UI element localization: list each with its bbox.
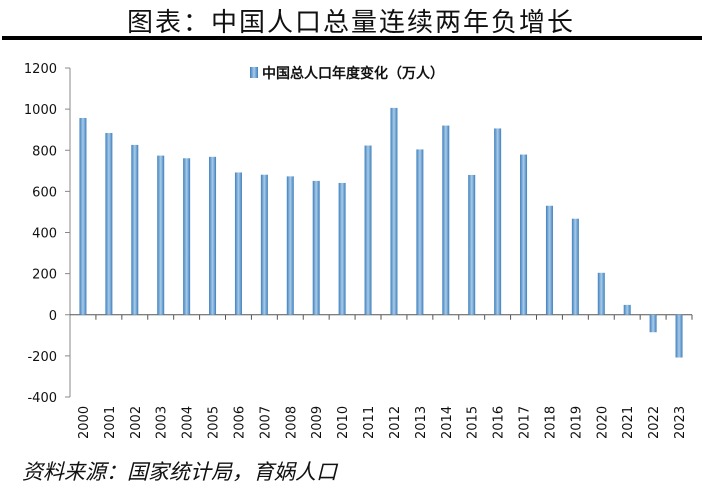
y-tick-label: 400 [32,227,57,242]
bar [234,172,242,315]
x-tick-label: 2000 [77,406,92,439]
x-tick-label: 2010 [336,406,351,439]
x-tick-label: 2017 [518,406,533,439]
x-tick-label: 2013 [414,406,429,439]
x-tick-label: 2001 [103,406,118,439]
bar [520,154,528,315]
x-tick-label: 2009 [310,406,325,439]
y-tick-label: 800 [32,144,57,159]
x-tick-label: 2012 [388,406,403,439]
bar [649,314,657,333]
title-divider [2,36,702,40]
bar [468,174,476,315]
page-title: 图表：中国人口总量连续两年负增长 [126,8,575,38]
bar [545,205,553,315]
legend-label: 中国总人口年度变化（万人） [262,65,444,82]
y-tick-label: 600 [32,185,57,200]
x-tick-label: 2006 [232,406,247,439]
x-tick-label: 2007 [258,406,273,439]
x-tick-label: 2002 [129,406,144,439]
bar [260,174,268,315]
bar [364,145,372,315]
bar [209,156,217,315]
bar [105,132,113,315]
y-tick-label: 1200 [24,62,57,77]
x-tick-label: 2015 [466,406,481,439]
y-tick-label: 1000 [24,103,57,118]
x-tick-label: 2005 [207,406,222,439]
x-tick-label: 2004 [181,406,196,439]
y-tick-label: -200 [27,350,57,365]
bar [312,180,320,315]
y-tick-label: 200 [32,268,57,283]
bar [571,218,579,315]
bar [416,149,424,315]
source-note: 资料来源：国家统计局，育娲人口 [22,460,337,484]
x-tick-label: 2022 [647,406,662,439]
x-tick-label: 2021 [621,406,636,439]
legend-swatch [250,67,258,78]
x-tick-label: 2019 [569,406,584,439]
x-tick-label: 2020 [595,406,610,439]
bar [183,158,191,315]
bar [338,182,346,315]
x-tick-label: 2023 [673,406,688,439]
x-tick-label: 2016 [492,406,507,439]
bar [390,107,398,315]
y-tick-label: 0 [49,309,57,324]
bar [442,125,450,315]
bar [131,144,139,315]
bar [623,304,631,315]
bar [286,176,294,315]
x-tick-label: 2018 [543,406,558,439]
x-tick-label: 2014 [440,406,455,439]
bar [157,155,165,315]
bar [597,272,605,315]
bar [79,117,87,315]
bar [494,128,502,315]
y-tick-label: -400 [27,391,57,406]
x-tick-label: 2003 [155,406,170,439]
x-tick-label: 2011 [362,406,377,439]
x-tick-label: 2008 [284,406,299,439]
bar [675,314,683,358]
